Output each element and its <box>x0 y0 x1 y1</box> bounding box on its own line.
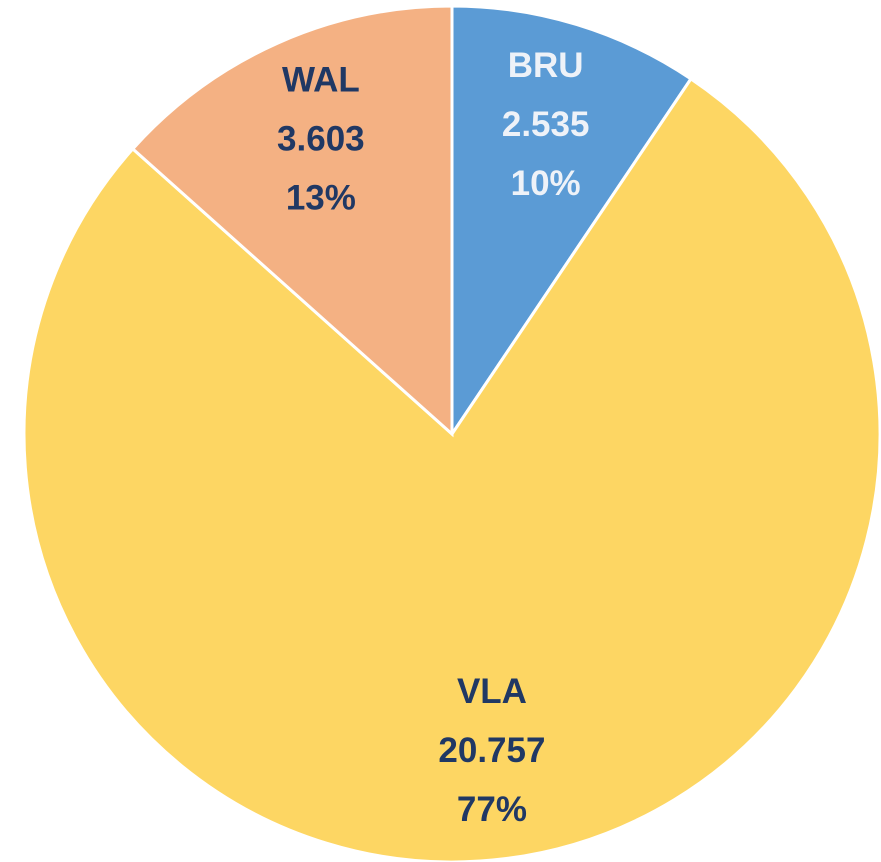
slice-value-label: 3.603 <box>277 119 365 158</box>
slice-category-label: BRU <box>508 46 584 85</box>
slice-percent-label: 77% <box>457 790 527 829</box>
slice-category-label: WAL <box>282 60 360 99</box>
pie-slice <box>130 4 454 438</box>
slice-percent-label: 13% <box>286 178 356 217</box>
slice-value-label: 2.535 <box>502 105 590 144</box>
slice-percent-label: 10% <box>511 164 581 203</box>
slice-category-label: VLA <box>457 672 527 711</box>
pie-slice <box>450 4 693 439</box>
pie-slice <box>22 76 881 862</box>
slice-value-label: 20.757 <box>438 731 545 770</box>
